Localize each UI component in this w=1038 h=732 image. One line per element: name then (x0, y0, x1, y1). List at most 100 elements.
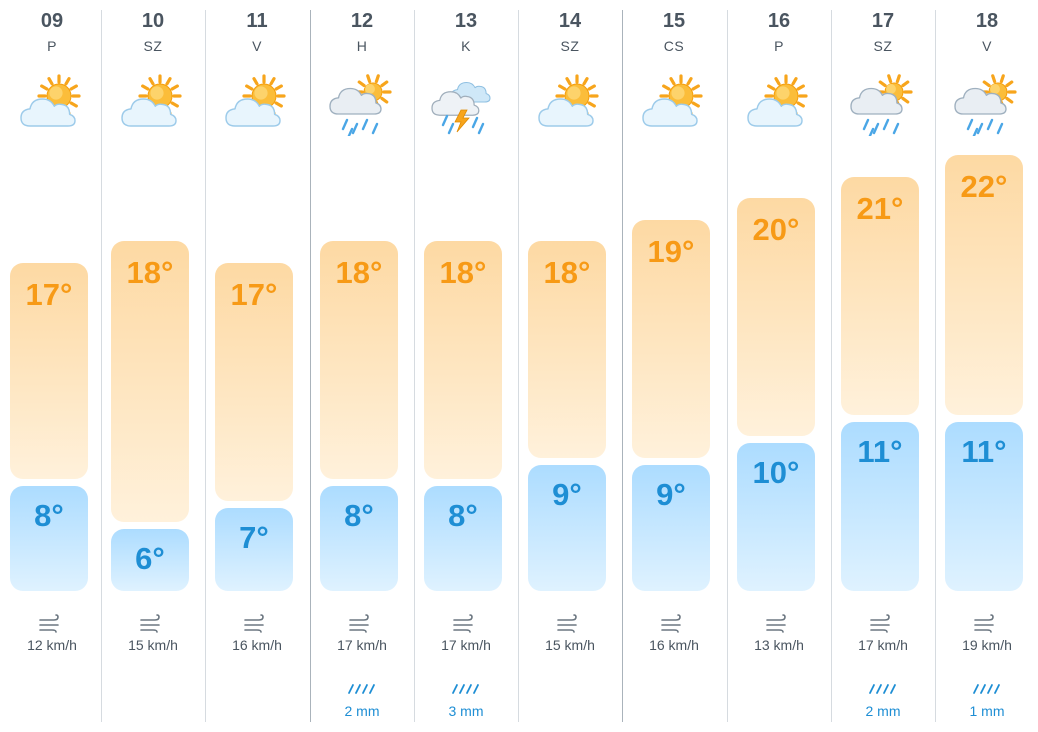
wind-icon (556, 614, 580, 634)
partly-cloudy-sun-icon (118, 74, 188, 136)
wind-icon (348, 614, 372, 634)
day-date: 16 (767, 10, 791, 32)
precipitation-amount: 3 mm (448, 703, 484, 719)
column-divider (310, 10, 311, 722)
min-temp: 9° (552, 476, 582, 512)
day-weekday: V (252, 38, 262, 54)
max-temp: 17° (230, 276, 278, 312)
day-weekday: SZ (873, 38, 893, 54)
rain-icon (451, 682, 479, 694)
wind-speed: 19 km/h (962, 637, 1012, 653)
max-temp: 22° (960, 169, 1008, 204)
day-column: 18 V 22° 11° 19 km/h 1 mm (935, 0, 1038, 732)
wind-speed: 13 km/h (754, 637, 804, 653)
max-temp: 18° (543, 255, 591, 290)
min-temp: 8° (344, 498, 374, 533)
rain-icon (347, 682, 375, 694)
day-weekday: V (982, 38, 992, 54)
day-date: 09 (40, 10, 64, 32)
max-temp-bar: 19° (632, 219, 710, 458)
day-column: 14 SZ 18° 9° 15 km/h (518, 0, 622, 732)
day-date: 15 (662, 10, 686, 32)
day-date: 18 (975, 10, 999, 32)
min-temp: 11° (857, 433, 903, 469)
max-temp: 19° (647, 233, 695, 269)
wind-speed: 15 km/h (545, 637, 595, 653)
max-temp-bar: 18° (111, 241, 189, 522)
min-temp-bar: 10° (737, 443, 815, 591)
column-divider (518, 10, 519, 722)
max-temp-bar: 21° (841, 176, 919, 415)
min-temp: 8° (448, 498, 478, 533)
max-temp: 18° (126, 255, 174, 290)
max-temp-bar: 22° (945, 155, 1023, 415)
column-divider (414, 10, 415, 722)
day-date: 13 (454, 10, 478, 32)
max-temp: 21° (856, 190, 904, 226)
max-temp-bar: 18° (424, 241, 502, 479)
min-temp-bar: 7° (215, 507, 293, 591)
day-date: 17 (871, 10, 895, 32)
max-temp: 17° (25, 276, 73, 312)
min-temp-bar: 9° (632, 464, 710, 591)
min-temp-bar: 11° (945, 421, 1023, 591)
day-weekday: P (774, 38, 784, 54)
day-weekday: K (461, 38, 471, 54)
min-temp-bar: 8° (424, 486, 502, 591)
column-divider (935, 10, 936, 722)
wind-icon (38, 614, 62, 634)
wind-speed: 17 km/h (858, 637, 908, 653)
precipitation-amount: 1 mm (969, 703, 1005, 719)
column-divider (727, 10, 728, 722)
min-temp: 6° (135, 541, 165, 576)
sun-cloud-rain-icon (848, 74, 918, 140)
min-temp: 9° (656, 476, 686, 512)
column-divider (101, 10, 102, 722)
day-date: 12 (350, 10, 374, 32)
partly-cloudy-sun-icon (535, 74, 605, 136)
wind-icon (765, 614, 789, 634)
max-temp-bar: 18° (528, 241, 606, 458)
partly-cloudy-sun-icon (744, 74, 814, 136)
day-weekday: SZ (143, 38, 163, 54)
wind-speed: 17 km/h (337, 637, 387, 653)
wind-speed: 15 km/h (128, 637, 178, 653)
column-divider (205, 10, 206, 722)
wind-icon (243, 614, 267, 634)
wind-icon (973, 614, 997, 634)
sun-cloud-rain-icon (327, 74, 397, 140)
partly-cloudy-sun-icon (639, 74, 709, 136)
column-divider (622, 10, 623, 722)
day-column: 09 P 17° 8° 12 km/h (0, 0, 104, 732)
max-temp-bar: 17° (215, 262, 293, 501)
max-temp-bar: 20° (737, 198, 815, 436)
wind-icon (660, 614, 684, 634)
rain-icon (972, 682, 1000, 694)
precipitation-amount: 2 mm (865, 703, 901, 719)
sun-cloud-rain-icon (952, 74, 1022, 140)
max-temp-bar: 18° (320, 241, 398, 479)
min-temp-bar: 8° (320, 486, 398, 591)
wind-icon (869, 614, 893, 634)
min-temp: 7° (239, 519, 269, 555)
wind-speed: 12 km/h (27, 637, 77, 653)
wind-speed: 17 km/h (441, 637, 491, 653)
min-temp-bar: 8° (10, 486, 88, 591)
day-column: 15 CS 19° 9° 16 km/h (622, 0, 726, 732)
day-column: 13 K 18° 8° 17 km/h 3 mm (414, 0, 518, 732)
min-temp-bar: 9° (528, 464, 606, 591)
wind-speed: 16 km/h (232, 637, 282, 653)
partly-cloudy-sun-icon (222, 74, 292, 136)
min-temp: 10° (752, 455, 800, 490)
min-temp-bar: 11° (841, 421, 919, 591)
day-column: 12 H 18° 8° 17 km/h 2 mm (310, 0, 414, 732)
thunderstorm-icon (431, 74, 501, 136)
day-weekday: P (47, 38, 57, 54)
day-date: 14 (558, 10, 582, 32)
day-column: 10 SZ 18° 6° 15 km/h (101, 0, 205, 732)
min-temp: 8° (34, 498, 64, 533)
wind-icon (139, 614, 163, 634)
day-column: 17 SZ 21° 11° 17 km/h 2 mm (831, 0, 935, 732)
max-temp: 20° (752, 212, 800, 247)
